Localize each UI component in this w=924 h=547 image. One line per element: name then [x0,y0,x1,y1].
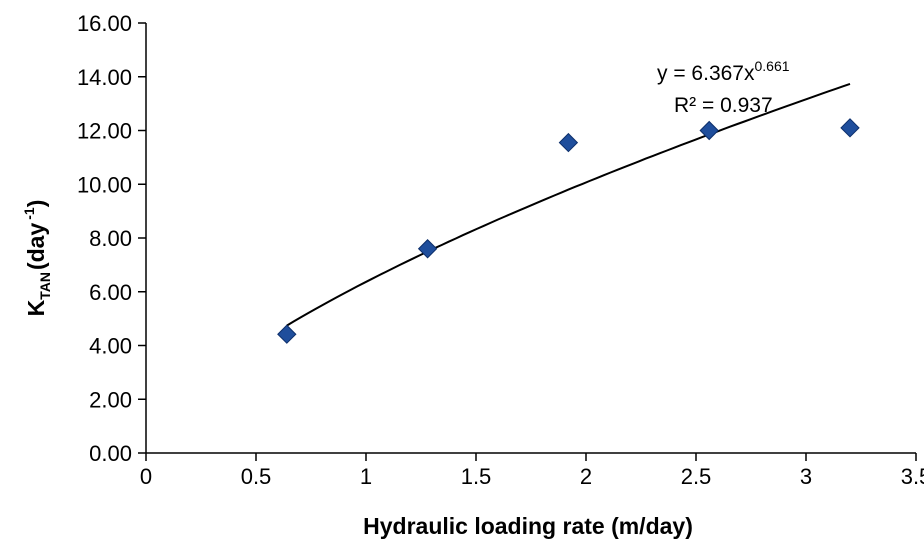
y-tick-label: 8.00 [89,226,132,251]
trendline [286,82,851,327]
trend-r2: R² = 0.937 [674,94,773,117]
x-tick-label: 2.5 [681,464,712,489]
y-tick-label: 6.00 [89,280,132,305]
x-tick-label: 0.5 [241,464,272,489]
x-tick-label: 1.5 [461,464,492,489]
data-point [558,132,579,153]
data-point [417,239,438,259]
x-tick-label: 0 [140,464,152,489]
y-axis: 0.00 2.00 4.00 6.00 8.00 10.00 12.00 14.00 16.00 [77,11,147,466]
x-axis: 0 0.5 1 1.5 2 2.5 3 3.5 [140,452,924,489]
x-tick-label: 2 [580,464,592,489]
y-tick-label: 16.00 [77,11,132,36]
trend-equation: y = 6.367x0.661 [657,58,790,85]
y-axis-title: KTAN(day-1) [21,200,53,317]
data-point [699,120,719,141]
svg-text:KTAN(day-1): KTAN(day-1) [21,200,53,317]
y-tick-label: 14.00 [77,65,132,90]
y-tick-label: 4.00 [89,334,132,359]
y-tick-label: 0.00 [89,441,132,466]
y-tick-label: 12.00 [77,119,132,144]
data-point [840,118,860,138]
x-tick-label: 1 [360,464,372,489]
trend-exponent: 0.661 [754,58,789,74]
y-tick-label: 2.00 [89,387,132,412]
data-points [277,118,860,344]
x-axis-title: Hydraulic loading rate (m/day) [363,513,693,539]
x-tick-label: 3 [800,464,812,489]
y-tick-label: 10.00 [77,172,132,197]
x-tick-label: 3.5 [901,464,924,489]
data-point [277,324,297,344]
